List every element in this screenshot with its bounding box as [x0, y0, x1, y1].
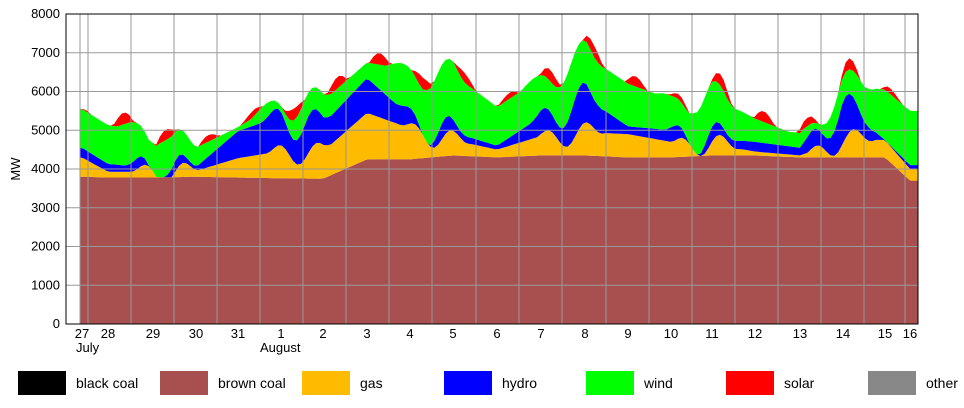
y-tick-label: 0 [53, 316, 60, 331]
x-tick-label: 6 [493, 326, 500, 341]
legend-label: other [926, 375, 958, 391]
y-tick-label: 8000 [31, 6, 60, 21]
x-tick-label: 11 [705, 326, 719, 341]
legend-label: wind [644, 375, 673, 391]
month-label: July [76, 340, 100, 355]
x-tick-label: 7 [537, 326, 544, 341]
x-tick-label: 30 [189, 326, 203, 341]
legend-label: brown coal [218, 375, 286, 391]
legend-swatch [726, 371, 774, 395]
x-tick-label: 1 [277, 326, 284, 341]
legend-label: gas [360, 375, 383, 391]
x-tick-label: 31 [231, 326, 245, 341]
x-tick-label: 10 [664, 326, 678, 341]
legend-swatch [868, 371, 916, 395]
y-tick-label: 6000 [31, 84, 60, 99]
x-tick-label: 14 [836, 326, 850, 341]
area-wind [80, 40, 918, 178]
x-tick-label: 12 [748, 326, 762, 341]
y-tick-label: 5000 [31, 122, 60, 137]
x-tick-label: 5 [449, 326, 456, 341]
x-tick-label: 28 [101, 326, 115, 341]
x-tick-label: 15 [878, 326, 892, 341]
legend-label: solar [784, 375, 815, 391]
x-tick-label: 13 [793, 326, 807, 341]
area-brown-coal [80, 155, 918, 324]
x-tick-label: 29 [146, 326, 160, 341]
x-tick-label: 16 [903, 326, 917, 341]
area-gas [80, 113, 918, 181]
plot-frame [65, 13, 919, 325]
legend-swatch [160, 371, 208, 395]
y-tick-label: 7000 [31, 45, 60, 60]
month-label: August [260, 340, 301, 355]
y-tick-label: 4000 [31, 161, 60, 176]
x-tick-label: 8 [581, 326, 588, 341]
y-tick-label: 3000 [31, 200, 60, 215]
y-tick-label: 1000 [31, 277, 60, 292]
x-tick-label: 3 [363, 326, 370, 341]
legend-swatch [18, 371, 66, 395]
legend-label: black coal [76, 375, 139, 391]
x-tick-label: 9 [624, 326, 631, 341]
legend-swatch [302, 371, 350, 395]
y-tick-label: 2000 [31, 239, 60, 254]
x-tick-label: 2 [319, 326, 326, 341]
legend: black coal brown coal gas hydro wind solar oth… [0, 368, 964, 400]
area-solar [80, 35, 918, 147]
legend-swatch [444, 371, 492, 395]
legend-label: hydro [502, 375, 538, 391]
x-tick-label: 27 [75, 326, 89, 341]
area-hydro [80, 79, 918, 178]
x-tick-label: 4 [406, 326, 413, 341]
legend-swatch [586, 371, 634, 395]
y-axis-label: MW [8, 157, 23, 181]
